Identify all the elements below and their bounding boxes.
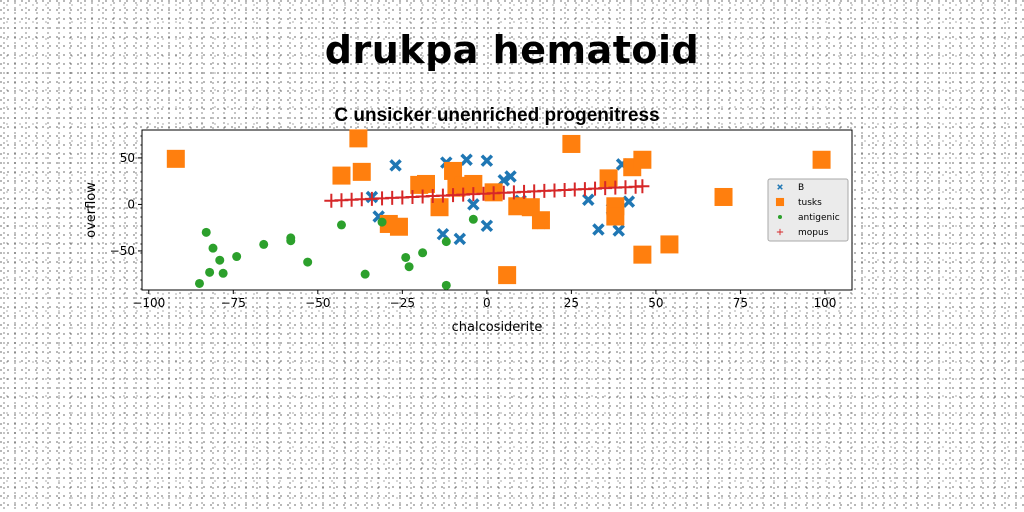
legend-marker: [776, 228, 784, 236]
data-point: [401, 252, 411, 262]
x-tick-label: 100: [813, 296, 836, 310]
data-point: [336, 220, 346, 230]
data-point: [453, 232, 467, 246]
x-tick-label: 50: [648, 296, 663, 310]
y-tick-label: −50: [110, 244, 135, 258]
data-point: [504, 170, 517, 183]
x-tick-label: 25: [564, 296, 579, 310]
series-mopus: [324, 179, 650, 208]
y-tick-label: 0: [127, 197, 135, 211]
figure-title: drukpa hematoid: [324, 28, 700, 72]
data-point: [468, 214, 478, 224]
data-point: [404, 262, 414, 272]
data-point: [592, 223, 605, 236]
legend-label: mopus: [798, 228, 829, 238]
series-tusks: [166, 129, 831, 285]
legend-label: antigenic: [798, 213, 840, 223]
legend-entry-tusks: tusks: [775, 197, 822, 208]
data-point: [349, 129, 368, 148]
data-point: [332, 166, 351, 185]
data-point: [464, 174, 483, 193]
data-point: [633, 245, 652, 264]
data-point: [417, 174, 435, 193]
data-point: [218, 268, 228, 278]
data-point: [194, 278, 204, 288]
x-tick-label: −75: [221, 296, 246, 310]
data-point: [606, 207, 625, 226]
data-point: [480, 219, 494, 233]
data-point: [460, 153, 473, 167]
data-point: [612, 224, 625, 237]
data-point: [377, 217, 387, 227]
data-point: [166, 149, 185, 168]
data-point: [360, 269, 370, 279]
data-point: [635, 179, 650, 194]
legend-marker: [777, 184, 783, 190]
x-axis-label: chalcosiderite: [452, 320, 543, 335]
chart-title: C unsicker unenriched progenitress: [334, 105, 659, 126]
data-point: [812, 150, 831, 169]
data-point: [201, 227, 211, 237]
y-axis-label: overflow: [84, 182, 99, 238]
x-axis-ticks: −100 −75 −50 −25 0 25 50 75 100: [132, 290, 836, 310]
data-point: [303, 257, 313, 267]
series-antigenic: [194, 214, 478, 290]
data-point: [215, 255, 225, 265]
plot-area: [141, 129, 853, 291]
x-tick-label: 0: [483, 296, 491, 310]
data-point: [441, 280, 451, 290]
legend-label: tusks: [798, 198, 822, 208]
data-point: [622, 195, 636, 208]
x-tick-label: 75: [733, 296, 748, 310]
data-point: [232, 252, 242, 262]
legend-entry-mopus: mopus: [776, 228, 829, 238]
x-tick-label: −50: [305, 296, 330, 310]
data-point: [205, 267, 215, 277]
data-point: [582, 193, 595, 207]
data-point: [418, 248, 428, 258]
data-point: [389, 217, 408, 236]
data-point: [430, 198, 449, 217]
data-point: [480, 154, 494, 167]
legend-marker: [775, 197, 785, 207]
y-tick-label: 50: [120, 151, 135, 165]
data-point: [286, 233, 296, 243]
data-point: [208, 243, 218, 253]
data-point: [352, 162, 371, 181]
legend-entry-antigenic: antigenic: [777, 213, 840, 223]
legend-entry-B: B: [777, 183, 804, 193]
data-point: [508, 197, 527, 216]
x-tick-label: −100: [132, 296, 165, 310]
data-point: [441, 237, 451, 247]
legend-label: B: [798, 183, 804, 193]
data-point: [714, 187, 733, 206]
legend-marker: [777, 214, 783, 220]
data-point: [467, 198, 480, 211]
data-point: [633, 150, 652, 169]
y-axis-ticks: −50 0 50: [110, 151, 142, 258]
legend-box: [767, 178, 849, 242]
data-point: [498, 266, 517, 285]
data-point: [259, 239, 269, 249]
x-tick-label: −25: [390, 296, 415, 310]
data-point: [562, 134, 581, 153]
data-point: [444, 161, 463, 180]
data-point: [531, 211, 550, 230]
data-point: [389, 159, 402, 172]
data-marks: [166, 129, 831, 290]
data-point: [599, 169, 618, 188]
data-point: [660, 235, 679, 254]
